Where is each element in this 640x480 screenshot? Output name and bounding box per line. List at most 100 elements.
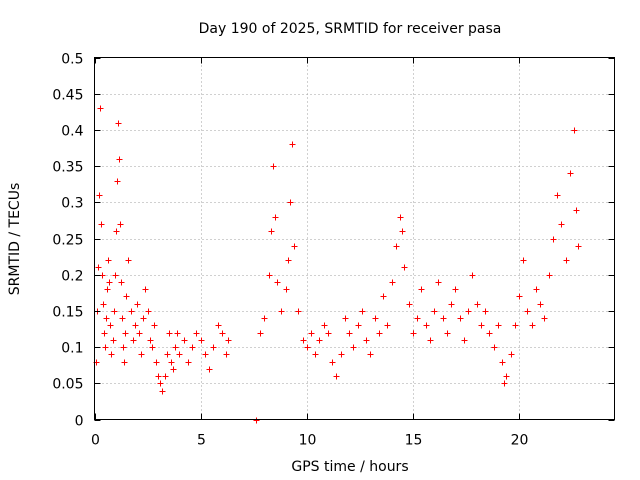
data-point [520,257,527,264]
data-point [120,344,127,351]
data-point [435,279,442,286]
y-tick-label: 0.2 [61,269,83,285]
data-point [117,221,124,228]
data-point [478,322,485,329]
data-point [427,337,434,344]
data-point [225,337,232,344]
data-point [469,272,476,279]
data-point [257,330,264,337]
data-point [122,330,129,337]
data-point [114,178,121,185]
data-points [93,105,582,424]
data-point [138,351,145,358]
x-tick-label: 5 [197,433,206,449]
data-point [541,315,548,322]
data-point [130,337,137,344]
data-point [558,221,565,228]
data-point [567,170,574,177]
data-point [338,351,345,358]
data-point [97,105,104,112]
data-point [104,286,111,293]
data-point [162,373,169,380]
data-point [223,351,230,358]
data-point [149,344,156,351]
data-point [108,351,115,358]
data-point [372,315,379,322]
data-point [215,322,222,329]
y-tick-label: 0.35 [52,160,83,176]
data-point [384,322,391,329]
data-point [512,322,519,329]
data-point [140,315,147,322]
data-point [418,286,425,293]
data-point [121,359,128,366]
x-tick-label: 0 [91,433,100,449]
data-point [461,337,468,344]
data-point [575,243,582,250]
data-point [116,156,123,163]
data-point [272,214,279,221]
data-point [98,221,105,228]
data-point [274,279,281,286]
data-point [452,286,459,293]
data-point [287,199,294,206]
y-tick-label: 0 [75,414,84,430]
data-point [406,301,413,308]
data-point [501,380,508,387]
data-point [376,330,383,337]
data-point [181,337,188,344]
data-point [573,207,580,214]
data-point [172,344,179,351]
data-point [325,330,332,337]
data-point [285,257,292,264]
data-point [529,322,536,329]
data-point [132,322,139,329]
data-point [170,366,177,373]
x-tick-label: 10 [299,433,317,449]
data-point [113,228,120,235]
y-tick-label: 0.1 [61,341,83,357]
data-point [440,315,447,322]
data-point [444,330,451,337]
y-tick-label: 0.5 [61,52,83,68]
x-tick-label: 20 [511,433,529,449]
data-point [115,120,122,127]
data-point [524,308,531,315]
data-point [101,330,108,337]
tick-labels: 0 0.05 0.1 0.15 0.2 0.25 0.3 0.35 0.4 0.45 0.5 0 5 10… [52,52,528,449]
y-tick-label: 0.15 [52,305,83,321]
data-point [174,330,181,337]
data-point [157,380,164,387]
data-point [448,301,455,308]
data-point [147,337,154,344]
data-point [102,344,109,351]
data-point [278,308,285,315]
data-point [123,293,130,300]
data-point [295,308,302,315]
data-point [270,163,277,170]
data-point [168,359,175,366]
data-point [142,286,149,293]
data-point [266,272,273,279]
data-point [105,257,112,264]
data-point [363,337,370,344]
data-point [321,322,328,329]
data-point [151,322,158,329]
data-point [118,279,125,286]
data-point [495,322,502,329]
data-point [128,308,135,315]
data-point [153,359,160,366]
data-point [350,344,357,351]
data-point [107,322,114,329]
data-point [393,243,400,250]
data-point [185,359,192,366]
data-point [554,192,561,199]
data-point [401,264,408,271]
data-point [112,272,119,279]
data-point [136,330,143,337]
x-axis-label: GPS time / hours [291,459,408,475]
data-point [159,388,166,395]
data-point [253,417,260,424]
plot-frame [94,57,615,420]
data-point [103,315,110,322]
